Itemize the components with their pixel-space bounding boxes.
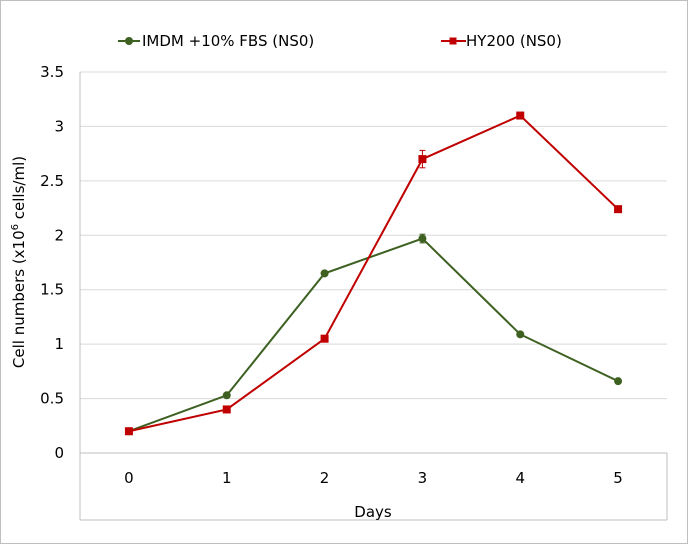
axes [79, 72, 668, 521]
series-2 [124, 111, 623, 436]
legend: IMDM +10% FBS (NS0) HY200 (NS0) [118, 32, 562, 50]
series-1 [124, 233, 623, 436]
y-tick-label: 3.5 [40, 63, 64, 81]
y-axis-title-prefix: Cell numbers (x10 [10, 230, 28, 368]
data-point [516, 330, 525, 339]
legend-item-series-1: IMDM +10% FBS (NS0) [118, 32, 314, 50]
gridlines [80, 71, 667, 400]
data-point [320, 334, 329, 343]
data-point [516, 111, 525, 120]
y-axis-title-suffix: cells/ml) [10, 156, 28, 224]
data-point [124, 427, 133, 436]
x-tick-label: 3 [418, 469, 428, 487]
legend-item-series-2: HY200 (NS0) [441, 32, 562, 50]
data-point [222, 405, 231, 414]
legend-marker-series-1 [125, 37, 133, 45]
x-tick-label: 0 [124, 469, 134, 487]
y-tick-labels: 0 0.5 1 1.5 2 2.5 3 3.5 [40, 63, 64, 462]
x-tick-labels: 0 1 2 3 4 5 [124, 469, 623, 487]
y-tick-label: 0 [54, 444, 64, 462]
legend-label-series-1: IMDM +10% FBS (NS0) [142, 32, 314, 50]
y-axis-title: Cell numbers (x106 cells/ml) [10, 156, 28, 368]
y-tick-label: 2.5 [40, 172, 64, 190]
y-tick-label: 3 [54, 117, 64, 135]
series-line [128, 237, 619, 433]
plot-area [124, 111, 623, 436]
y-tick-label: 1.5 [40, 281, 64, 299]
data-point [418, 155, 427, 164]
x-tick-label: 5 [613, 469, 623, 487]
data-point [222, 391, 231, 400]
x-tick-label: 4 [515, 469, 525, 487]
legend-marker-series-2 [449, 37, 457, 45]
data-point [418, 234, 427, 243]
y-tick-label: 1 [54, 335, 64, 353]
y-tick-label: 0.5 [40, 390, 64, 408]
data-point [320, 269, 329, 278]
data-point [614, 205, 623, 214]
x-axis-title: Days [354, 503, 392, 521]
data-point [614, 377, 623, 386]
x-tick-label: 1 [222, 469, 232, 487]
y-axis-title-superscript: 6 [10, 224, 21, 230]
y-tick-label: 2 [54, 226, 64, 244]
x-tick-label: 2 [320, 469, 330, 487]
series-line [128, 114, 619, 433]
legend-label-series-2: HY200 (NS0) [466, 32, 562, 50]
